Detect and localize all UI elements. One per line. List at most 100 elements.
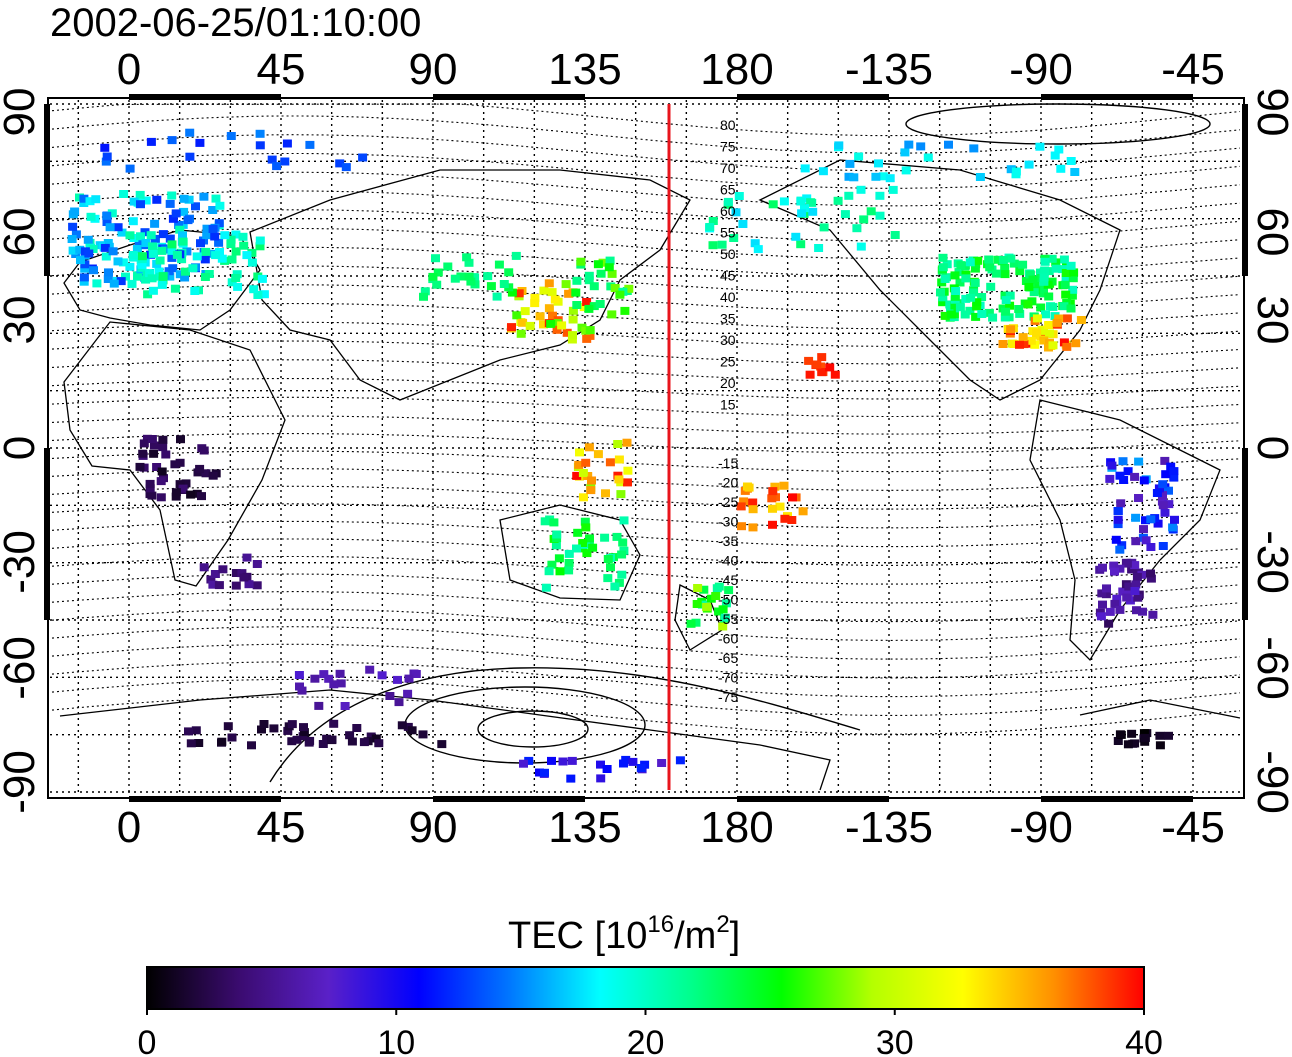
tec-cell xyxy=(938,298,948,307)
tec-cell xyxy=(977,293,987,301)
tec-cell xyxy=(965,258,975,267)
lat-tick-label-right: 90 xyxy=(1248,88,1292,137)
tec-cell xyxy=(1047,254,1057,263)
tec-cell xyxy=(1134,494,1143,502)
tec-cell xyxy=(546,319,556,328)
tec-cell xyxy=(141,196,151,205)
tec-cell xyxy=(145,479,155,488)
tec-cell xyxy=(218,565,228,574)
tec-cell xyxy=(167,246,177,255)
tec-cell xyxy=(283,726,293,735)
tec-cell xyxy=(393,675,402,684)
tec-cell xyxy=(201,247,211,256)
tec-cell xyxy=(1066,157,1076,165)
tec-cell xyxy=(158,276,168,285)
lat-tick-label-right: 0 xyxy=(1248,436,1292,460)
tec-cell xyxy=(852,224,862,233)
tec-cell xyxy=(961,274,971,283)
tec-cell xyxy=(168,264,178,273)
tec-cell xyxy=(849,173,859,182)
tec-cell xyxy=(157,467,167,476)
tec-cell xyxy=(791,232,801,241)
tec-cell xyxy=(1018,260,1028,269)
tec-cell xyxy=(145,484,155,493)
tec-cell xyxy=(1066,261,1076,270)
tec-cell xyxy=(900,148,910,157)
tec-cell xyxy=(512,311,522,320)
isoline-label: -35 xyxy=(718,533,738,549)
tec-cell xyxy=(1015,309,1025,318)
left-latitude-labels: 90 60 30 0 -30 -60 -90 xyxy=(0,88,44,814)
tec-cell xyxy=(358,153,368,162)
tec-cell xyxy=(86,212,96,221)
tec-cell xyxy=(984,255,994,264)
tec-cell xyxy=(100,143,110,152)
isoline-label: -50 xyxy=(718,592,738,608)
tec-cell xyxy=(294,671,304,679)
tec-cell xyxy=(227,278,237,287)
tec-cell xyxy=(579,493,588,502)
tec-cell xyxy=(171,488,181,497)
tec-cell xyxy=(239,241,249,250)
tec-cell xyxy=(1107,461,1117,470)
tec-cell xyxy=(129,197,139,206)
tec-cell xyxy=(702,602,712,611)
tec-cell xyxy=(1110,599,1120,608)
tec-cell xyxy=(1030,279,1040,288)
lat-tick-label-left: 60 xyxy=(0,208,44,257)
tec-cell xyxy=(118,258,128,267)
tec-cell xyxy=(182,247,192,256)
tec-cell xyxy=(185,128,195,137)
isoline-label: 30 xyxy=(720,332,736,348)
tec-cell xyxy=(779,197,789,206)
tec-cell xyxy=(1166,462,1176,471)
tec-cell xyxy=(242,251,252,260)
isoline-label: 65 xyxy=(720,182,736,198)
tec-cell xyxy=(1040,257,1050,266)
tec-cell xyxy=(299,723,308,732)
tec-cell xyxy=(874,159,883,168)
frame-bar-left xyxy=(44,104,50,276)
tec-cell xyxy=(950,292,960,301)
lon-tick-label-bottom: -45 xyxy=(1161,803,1225,852)
tec-cell xyxy=(738,220,748,228)
south-polar-isoline xyxy=(269,667,861,783)
tec-cell xyxy=(208,225,218,233)
lon-tick-label-top: 45 xyxy=(257,45,306,94)
tec-cell xyxy=(888,185,898,194)
tec-cell xyxy=(102,152,112,161)
isoline xyxy=(51,643,1241,679)
tec-cell xyxy=(535,312,545,321)
tec-cell xyxy=(940,275,950,283)
tec-cell xyxy=(83,235,93,244)
tec-cell xyxy=(1021,277,1031,285)
tec-cell xyxy=(574,460,584,469)
tec-cell xyxy=(544,279,554,288)
lon-tick-label-bottom: 90 xyxy=(409,803,458,852)
tec-cell xyxy=(107,209,117,218)
tec-cell xyxy=(177,255,187,264)
tec-cell xyxy=(1154,484,1164,493)
tec-cell xyxy=(718,605,728,614)
tec-cell xyxy=(1006,254,1016,263)
tec-cell xyxy=(1115,564,1125,573)
tec-cell xyxy=(227,733,237,742)
tec-cell xyxy=(975,173,985,181)
tec-cell xyxy=(657,759,667,767)
tec-cell xyxy=(191,726,201,735)
tec-cell xyxy=(1068,285,1078,294)
tec-cell xyxy=(1130,472,1140,481)
tec-cell xyxy=(636,764,646,772)
tec-cell xyxy=(237,569,247,578)
tec-cell xyxy=(514,289,524,298)
tec-cell xyxy=(397,721,407,730)
tec-cell xyxy=(548,311,557,320)
tec-cell xyxy=(450,274,460,283)
tec-cell xyxy=(955,278,965,287)
frame-bar-left xyxy=(44,448,50,620)
tec-cell xyxy=(428,272,438,281)
tec-cell xyxy=(156,493,166,502)
tec-cell xyxy=(282,139,292,148)
tec-cell xyxy=(890,231,900,239)
tec-cell xyxy=(227,255,237,264)
